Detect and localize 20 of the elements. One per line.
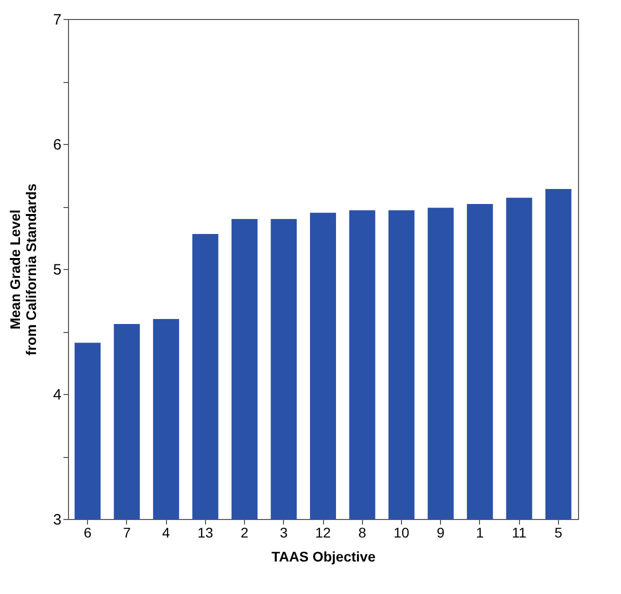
x-tick-label: 4 xyxy=(162,524,170,540)
x-tick-label: 13 xyxy=(198,524,214,540)
y-tick-label: 5 xyxy=(53,262,62,278)
y-tick-label: 6 xyxy=(53,136,62,154)
y-tick-label: 4 xyxy=(53,386,62,404)
x-tick-label: 2 xyxy=(240,524,249,540)
x-tick-label: 5 xyxy=(554,524,562,540)
x-tick-label: 9 xyxy=(436,524,445,540)
x-tick-label: 11 xyxy=(512,524,527,540)
x-tick-label: 8 xyxy=(358,524,366,540)
x-axis-title: TAAS Objective xyxy=(272,548,376,564)
x-tick-label: 7 xyxy=(122,524,131,540)
x-tick-label: 3 xyxy=(280,524,288,540)
x-tick-label: 10 xyxy=(394,524,410,540)
x-tick-label: 12 xyxy=(315,524,331,540)
y-tick-label: 7 xyxy=(53,12,62,28)
x-tick-label: 6 xyxy=(84,524,92,540)
y-axis-title: Mean Grade Level from California Standards xyxy=(7,183,40,356)
x-tick-label: 1 xyxy=(476,524,484,540)
y-tick-label: 3 xyxy=(53,512,62,528)
